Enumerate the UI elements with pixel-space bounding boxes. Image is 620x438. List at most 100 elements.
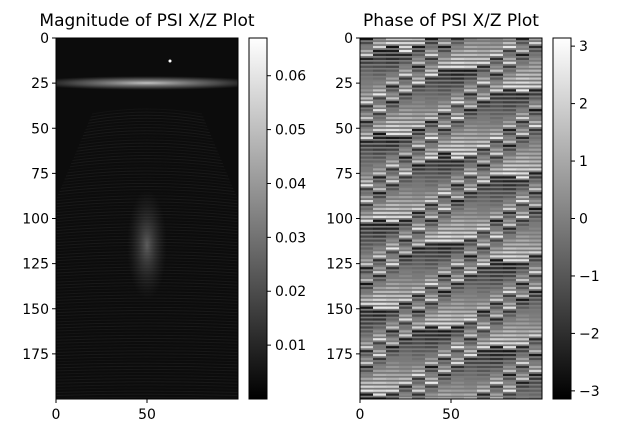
phase-band: [490, 223, 504, 226]
phase-band: [516, 259, 530, 262]
phase-band: [464, 286, 478, 290]
phase-band: [386, 381, 400, 384]
phase-band: [503, 172, 517, 175]
phase-band: [490, 69, 504, 72]
phase-band: [490, 164, 504, 167]
phase-band: [373, 211, 387, 214]
phase-band: [451, 211, 465, 214]
phase-band: [490, 251, 504, 254]
phase-band: [373, 113, 387, 116]
phase-band: [373, 42, 387, 45]
phase-band: [373, 97, 387, 100]
phase-band: [477, 211, 491, 214]
magnitude-y-tick-label: 100: [22, 212, 49, 228]
phase-band: [503, 101, 517, 104]
phase-band: [360, 57, 374, 60]
phase-band: [529, 271, 542, 274]
phase-band: [412, 156, 426, 159]
phase-band: [412, 53, 426, 56]
phase-band: [373, 121, 387, 124]
phase-band: [529, 310, 542, 313]
phase-colorbar-tick-label: −1: [579, 269, 600, 285]
phase-band: [399, 105, 413, 108]
phase-band: [503, 223, 517, 226]
phase-band: [360, 282, 374, 286]
phase-band: [399, 290, 413, 293]
phase-y-tick-label: 0: [344, 31, 353, 47]
phase-band: [451, 184, 465, 187]
phase-band: [373, 263, 387, 266]
phase-colorbar-tick-label: 3: [579, 39, 588, 55]
phase-band: [373, 235, 387, 238]
phase-band: [360, 117, 374, 120]
phase-band: [477, 271, 491, 274]
phase-band: [360, 140, 374, 143]
phase-band: [477, 385, 491, 388]
phase-band: [490, 231, 504, 234]
phase-band: [490, 77, 504, 80]
phase-band: [529, 156, 542, 159]
phase-band: [529, 65, 542, 68]
phase-band: [516, 243, 530, 246]
phase-band: [425, 267, 439, 270]
phase-band: [529, 188, 542, 191]
phase-band: [490, 168, 504, 171]
phase-band: [477, 223, 491, 226]
phase-band: [503, 200, 517, 203]
phase-band: [425, 247, 439, 250]
phase-band: [503, 361, 517, 365]
phase-band: [503, 294, 517, 297]
phase-band: [438, 326, 452, 329]
phase-band: [360, 65, 374, 68]
phase-band: [529, 140, 542, 143]
phase-band: [477, 168, 491, 171]
phase-band: [399, 251, 413, 254]
phase-band: [373, 393, 387, 396]
phase-band: [503, 227, 517, 230]
phase-band: [373, 326, 387, 329]
phase-band: [360, 42, 374, 45]
phase-band: [438, 57, 452, 60]
phase-band: [490, 290, 504, 293]
phase-band: [360, 389, 374, 392]
phase-band: [503, 184, 517, 187]
phase-band: [451, 231, 465, 234]
phase-band: [360, 397, 374, 399]
phase-band: [503, 207, 517, 210]
phase-band: [438, 365, 452, 369]
phase-band: [477, 259, 491, 262]
phase-band: [464, 105, 478, 108]
phase-band: [529, 231, 542, 234]
phase-band: [529, 263, 542, 266]
phase-band: [373, 73, 387, 76]
magnitude-ring-line: [56, 306, 238, 311]
magnitude-ring-pattern: [56, 108, 238, 399]
phase-band: [503, 350, 517, 353]
phase-band: [373, 223, 387, 226]
magnitude-ring-line: [56, 325, 238, 329]
phase-band: [399, 113, 413, 116]
phase-band: [386, 338, 400, 341]
phase-band: [438, 243, 452, 246]
phase-band: [438, 219, 452, 222]
phase-band: [399, 267, 413, 270]
phase-band: [503, 346, 517, 349]
phase-band: [386, 38, 400, 41]
phase-band: [360, 219, 374, 222]
phase-band: [503, 144, 517, 147]
phase-band: [477, 105, 491, 108]
phase-band: [464, 393, 478, 396]
phase-band: [503, 176, 517, 179]
phase-band: [425, 121, 439, 124]
phase-band: [386, 326, 400, 329]
phase-band: [399, 77, 413, 80]
phase-band: [464, 322, 478, 325]
magnitude-ring-line: [78, 139, 216, 146]
phase-band: [451, 164, 465, 167]
phase-band: [451, 109, 465, 112]
phase-band: [516, 89, 530, 92]
phase-band: [438, 282, 452, 286]
phase-band: [373, 184, 387, 187]
phase-band: [360, 49, 374, 53]
phase-band: [425, 346, 439, 349]
